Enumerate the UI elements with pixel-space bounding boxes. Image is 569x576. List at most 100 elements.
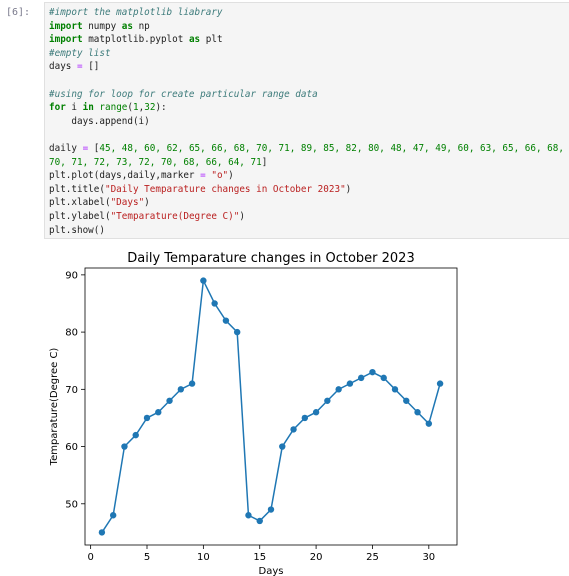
data-point: [290, 426, 297, 433]
data-point: [245, 512, 252, 519]
code-token: "o": [211, 170, 229, 182]
data-point: [357, 374, 365, 382]
code-token: #import the matplotlib liabrary: [49, 7, 223, 18]
code-token: import: [49, 20, 83, 32]
data-point: [177, 386, 185, 393]
code-line: import matplotlib.pyplot as plt: [49, 33, 564, 47]
code-token: []: [82, 61, 100, 73]
chart-title: Daily Temparature changes in October 202…: [127, 251, 414, 266]
code-token: ): [345, 183, 352, 195]
code-token: ):: [155, 102, 167, 114]
x-tick-label: 20: [310, 552, 323, 563]
code-token: matplotlib.pyplot: [82, 34, 189, 46]
code-line: plt.ylabel("Temparature(Degree C)"): [49, 210, 564, 224]
code-token: plt: [49, 183, 66, 195]
code-token: "Temparature(Degree C)": [110, 210, 240, 222]
data-point: [414, 409, 421, 416]
code-token: days: [49, 115, 94, 127]
x-tick-label: 15: [253, 552, 266, 563]
y-tick-label: 70: [65, 385, 78, 396]
code-token: numpy: [82, 20, 122, 32]
code-token: ): [144, 197, 150, 209]
data-point: [256, 517, 263, 525]
code-line: #empty list: [49, 47, 564, 61]
code-token: plt: [49, 224, 66, 236]
data-point: [279, 443, 286, 450]
code-token: in: [82, 102, 94, 114]
code-token: for: [49, 102, 66, 114]
code-token: import: [49, 34, 83, 46]
code-token: as: [188, 34, 201, 46]
data-point: [403, 397, 410, 404]
series-line: [101, 277, 441, 533]
data-point: [391, 386, 399, 393]
data-point: [166, 397, 173, 404]
x-tick-label: 10: [197, 552, 210, 563]
x-tick-label: 30: [422, 552, 435, 563]
code-token: 1: [133, 102, 139, 114]
cell-prompt: [6]:: [6, 7, 31, 18]
plot-area: [84, 267, 458, 546]
code-line: days.append(i): [49, 115, 564, 129]
data-point: [132, 431, 139, 439]
data-point: [324, 397, 331, 404]
code-token: .xlabel(: [65, 197, 111, 209]
data-point: [425, 420, 433, 427]
data-point: [436, 380, 444, 387]
data-point: [222, 317, 230, 324]
code-token: =: [200, 170, 206, 182]
code-line: plt.show(): [49, 224, 564, 238]
data-point: [233, 328, 241, 336]
y-axis-label: Temparature(Degree C): [49, 348, 60, 467]
data-point: [346, 380, 354, 387]
code-token: as: [121, 20, 133, 32]
data-point: [211, 300, 218, 307]
y-tick-label: 50: [65, 499, 78, 510]
x-tick-label: 25: [366, 552, 379, 563]
code-line: #using for loop for create particular ra…: [49, 88, 564, 102]
code-cell[interactable]: #import the matplotlib liabrary import nu…: [44, 2, 569, 239]
data-point: [380, 374, 387, 382]
code-token: plt: [49, 170, 66, 182]
code-token: .append(i): [93, 115, 150, 127]
code-token: plt: [49, 210, 66, 222]
code-token: range: [99, 102, 128, 114]
code-token: [: [88, 142, 100, 154]
y-tick-label: 60: [65, 442, 78, 453]
data-point: [200, 277, 207, 284]
code-line: import numpy as np: [49, 20, 564, 34]
x-axis-label: Days: [259, 566, 284, 576]
code-token: 32: [144, 102, 156, 114]
code-token: days: [49, 61, 77, 73]
code-token: .title(: [65, 183, 105, 195]
code-line: plt.plot(days,daily,marker = "o"): [49, 169, 564, 183]
data-point: [98, 529, 106, 536]
code-token: =: [77, 61, 83, 73]
code-token: #empty list: [49, 47, 111, 59]
data-point: [143, 414, 151, 422]
code-token: 45, 48, 60, 62, 65, 66, 68, 70, 71, 89, …: [99, 142, 564, 154]
code-line: #import the matplotlib liabrary: [49, 6, 564, 20]
data-point: [312, 409, 320, 416]
code-token: 70, 71, 72, 73, 72, 70, 68, 66, 64, 71: [49, 156, 262, 168]
data-point: [369, 368, 376, 376]
code-line: plt.xlabel("Days"): [49, 196, 564, 210]
code-token: .plot(days,daily,marker: [65, 170, 201, 182]
x-tick-label: 0: [87, 552, 93, 563]
x-tick-label: 5: [144, 552, 150, 563]
code-token: np: [132, 20, 150, 32]
code-token: i: [65, 102, 83, 114]
code-line: for i in range(1,32):: [49, 101, 564, 115]
code-line: days = []: [49, 60, 564, 74]
data-point: [335, 386, 342, 393]
data-point: [155, 409, 162, 416]
code-token: "Days": [110, 197, 145, 209]
code-token: daily: [49, 142, 83, 154]
data-point: [267, 506, 275, 513]
code-line: daily = [45, 48, 60, 62, 65, 66, 68, 70,…: [49, 142, 564, 156]
code-token: ): [228, 170, 234, 182]
code-editor[interactable]: #import the matplotlib liabrary import nu…: [49, 6, 564, 237]
data-point: [109, 512, 117, 519]
code-token: ,: [138, 102, 145, 114]
y-tick-label: 90: [65, 270, 78, 281]
